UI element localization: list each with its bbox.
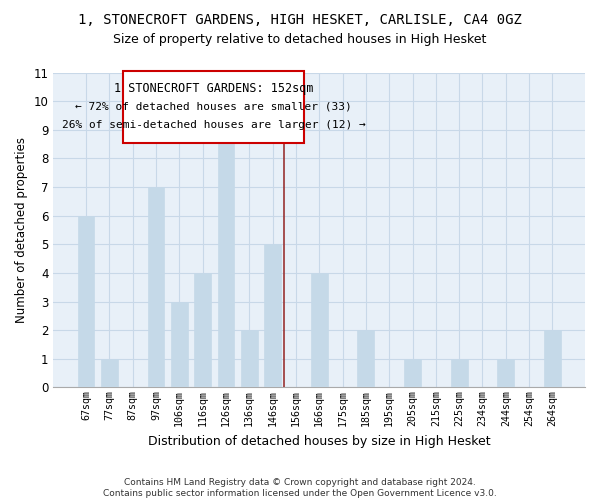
Bar xyxy=(148,187,164,388)
Text: 26% of semi-detached houses are larger (12) →: 26% of semi-detached houses are larger (… xyxy=(62,120,365,130)
Bar xyxy=(451,359,467,388)
Text: ← 72% of detached houses are smaller (33): ← 72% of detached houses are smaller (33… xyxy=(75,102,352,112)
Bar xyxy=(264,244,281,388)
Bar xyxy=(358,330,374,388)
Bar xyxy=(171,302,188,388)
FancyBboxPatch shape xyxy=(123,71,304,142)
Text: 1, STONECROFT GARDENS, HIGH HESKET, CARLISLE, CA4 0GZ: 1, STONECROFT GARDENS, HIGH HESKET, CARL… xyxy=(78,12,522,26)
Y-axis label: Number of detached properties: Number of detached properties xyxy=(15,137,28,323)
Bar xyxy=(218,130,235,388)
Text: Contains HM Land Registry data © Crown copyright and database right 2024.
Contai: Contains HM Land Registry data © Crown c… xyxy=(103,478,497,498)
Bar xyxy=(404,359,421,388)
Bar xyxy=(497,359,514,388)
Bar xyxy=(194,273,211,388)
Text: 1 STONECROFT GARDENS: 152sqm: 1 STONECROFT GARDENS: 152sqm xyxy=(114,82,313,94)
Bar xyxy=(101,359,118,388)
X-axis label: Distribution of detached houses by size in High Hesket: Distribution of detached houses by size … xyxy=(148,434,491,448)
Bar xyxy=(241,330,257,388)
Text: Size of property relative to detached houses in High Hesket: Size of property relative to detached ho… xyxy=(113,32,487,46)
Bar xyxy=(77,216,94,388)
Bar xyxy=(544,330,561,388)
Bar xyxy=(311,273,328,388)
